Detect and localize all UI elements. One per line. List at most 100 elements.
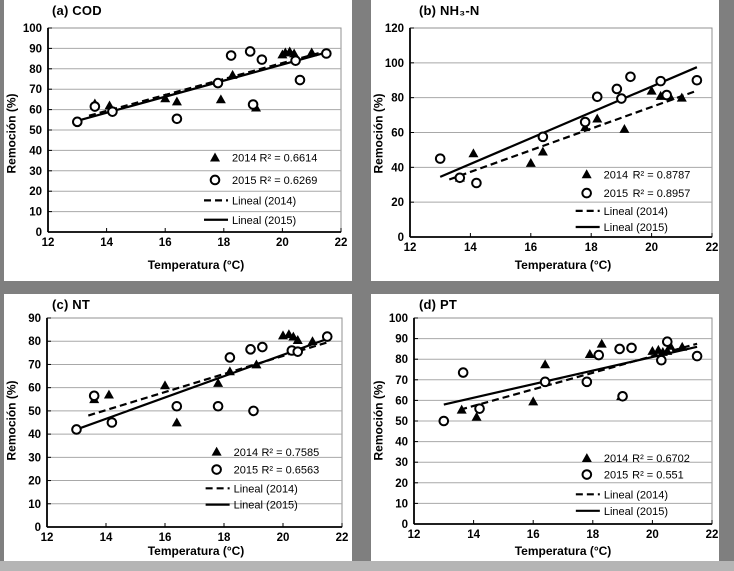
x-tick-label: 16 [159,237,172,249]
x-tick-label: 20 [646,529,659,541]
x-tick-label: 20 [277,532,290,544]
y-tick-label: 70 [28,359,41,371]
y-tick-label: 0 [35,522,41,534]
panel-c-x-axis-label: Temperatura (°C) [147,544,245,558]
y-tick-label: 10 [28,499,41,511]
y-tick-label: 40 [391,162,404,174]
legend-r2: R² = 0.551 [632,470,684,482]
y-tick-label: 80 [391,93,404,105]
figure-bottom-edge [0,561,734,571]
y-tick-label: 100 [385,58,404,70]
trendline-Lineal (2014) [448,89,698,181]
legend-r2: R² = 0.6614 [260,153,318,165]
y-tick-label: 20 [29,186,42,198]
x-tick-label: 18 [585,242,598,254]
y-tick-label: 60 [391,128,404,140]
y-tick-label: 60 [395,395,408,407]
panel-c-plot-area: 12 14 16 18 20 22 0 10 20 30 40 50 60 70 80 90 2014 R² = … [28,313,349,544]
legend-label: 2014 [232,153,256,165]
y-tick-label: 40 [395,437,408,449]
y-tick-label: 40 [29,145,42,157]
y-tick-label: 10 [29,207,42,219]
x-tick-label: 16 [524,242,537,254]
y-tick-label: 50 [395,416,408,428]
y-tick-label: 0 [398,232,404,244]
series-2015 [72,46,332,128]
panel-d-pt: (d) PT Remoción (%) 12 14 16 18 20 22 0 10 20 30 4… [371,294,719,561]
x-tick-label: 22 [335,237,348,249]
panel-c-nt: (c) NT Remoción (%) 12 14 16 18 20 22 0 10 20 30 4… [4,294,352,561]
legend-label: 2014 [604,169,628,181]
x-tick-label: 18 [217,237,230,249]
x-tick-label: 22 [706,242,719,254]
y-tick-label: 20 [28,476,41,488]
panel-a-plot-area: 12 14 16 18 20 22 0 10 20 30 40 50 60 70 80 90 100 2014 R²… [23,23,348,249]
y-tick-label: 10 [395,498,408,510]
panel-a-title: (a) COD [52,3,102,18]
series-2014 [456,338,688,421]
y-tick-label: 0 [36,227,42,239]
x-tick-label: 12 [408,529,421,541]
legend: 2014 R² = 0.6702 2015 R² = 0.551 Lineal (201… [575,453,690,518]
x-tick-label: 12 [42,237,55,249]
legend-label: Lineal (2015) [604,222,668,234]
trendline-Lineal (2015) [439,66,698,178]
legend: 2014 R² = 0.8787 2015 R² = 0.8957 Lineal (20… [575,169,691,234]
x-tick-label: 22 [706,529,719,541]
x-tick-label: 20 [645,242,658,254]
legend-label: Lineal (2015) [234,500,298,512]
panel-c-title: (c) NT [52,297,91,312]
trendline-Lineal (2015) [76,337,328,431]
gridlines [409,27,713,238]
legend: 2014 R² = 0.6614 2015 R² = 0.6269 Lineal (20… [204,152,318,227]
series-2015 [71,331,333,435]
gridlines [47,27,342,233]
x-tick-label: 14 [467,529,480,541]
y-tick-label: 80 [29,64,42,76]
legend-label: Lineal (2014) [604,489,668,501]
y-tick-label: 50 [28,406,41,418]
y-tick-label: 50 [29,125,42,137]
legend-r2: R² = 0.8787 [633,169,691,181]
y-tick-label: 70 [395,375,408,387]
y-tick-label: 120 [385,23,404,35]
series-2014 [89,329,318,427]
panel-a-cod: (a) COD Remoción (%) 12 14 16 18 20 22 0 10 20 30… [4,0,352,281]
legend-label: 2015 [234,465,258,477]
panel-d-x-axis-label: Temperatura (°C) [514,544,612,558]
y-tick-label: 20 [395,478,408,490]
y-tick-label: 90 [28,313,41,325]
panel-b-nh3n: (b) NH₃-N Remoción (%) 12 14 16 18 20 22 0 20 40… [371,0,719,281]
y-tick-label: 70 [29,84,42,96]
y-tick-label: 100 [23,23,42,35]
panel-b-plot-area: 12 14 16 18 20 22 0 20 40 60 80 100 120 2014 R² = 0.87… [385,23,719,254]
series-2014 [89,46,317,112]
trendline-Lineal (2015) [77,51,327,122]
x-tick-label: 16 [159,532,172,544]
x-tick-label: 20 [276,237,289,249]
legend-label: Lineal (2014) [232,195,296,207]
y-tick-label: 60 [29,105,42,117]
x-tick-label: 18 [586,529,599,541]
x-tick-label: 18 [218,532,231,544]
legend-label: 2015 [604,188,628,200]
legend-label: Lineal (2015) [232,215,296,227]
y-tick-label: 60 [28,383,41,395]
y-tick-label: 20 [391,197,404,209]
series-2015 [434,71,703,189]
y-tick-label: 90 [29,43,42,55]
legend-r2: R² = 0.6563 [261,465,319,477]
legend-label: 2015 [604,470,628,482]
legend-label: Lineal (2014) [234,483,298,495]
x-tick-label: 14 [100,532,113,544]
legend-r2: R² = 0.7585 [261,447,319,459]
x-tick-label: 22 [336,532,349,544]
x-tick-label: 14 [464,242,477,254]
panel-d-title: (d) PT [419,297,458,312]
panel-b-title: (b) NH₃-N [419,3,480,18]
series-2015 [438,336,703,427]
panel-d-plot-area: 12 14 16 18 20 22 0 10 20 30 40 50 60 70 80 90 100 2014 R²… [389,313,719,541]
axes: 12 14 16 18 20 22 0 10 20 30 40 50 60 70 80 90 100 [23,23,348,249]
